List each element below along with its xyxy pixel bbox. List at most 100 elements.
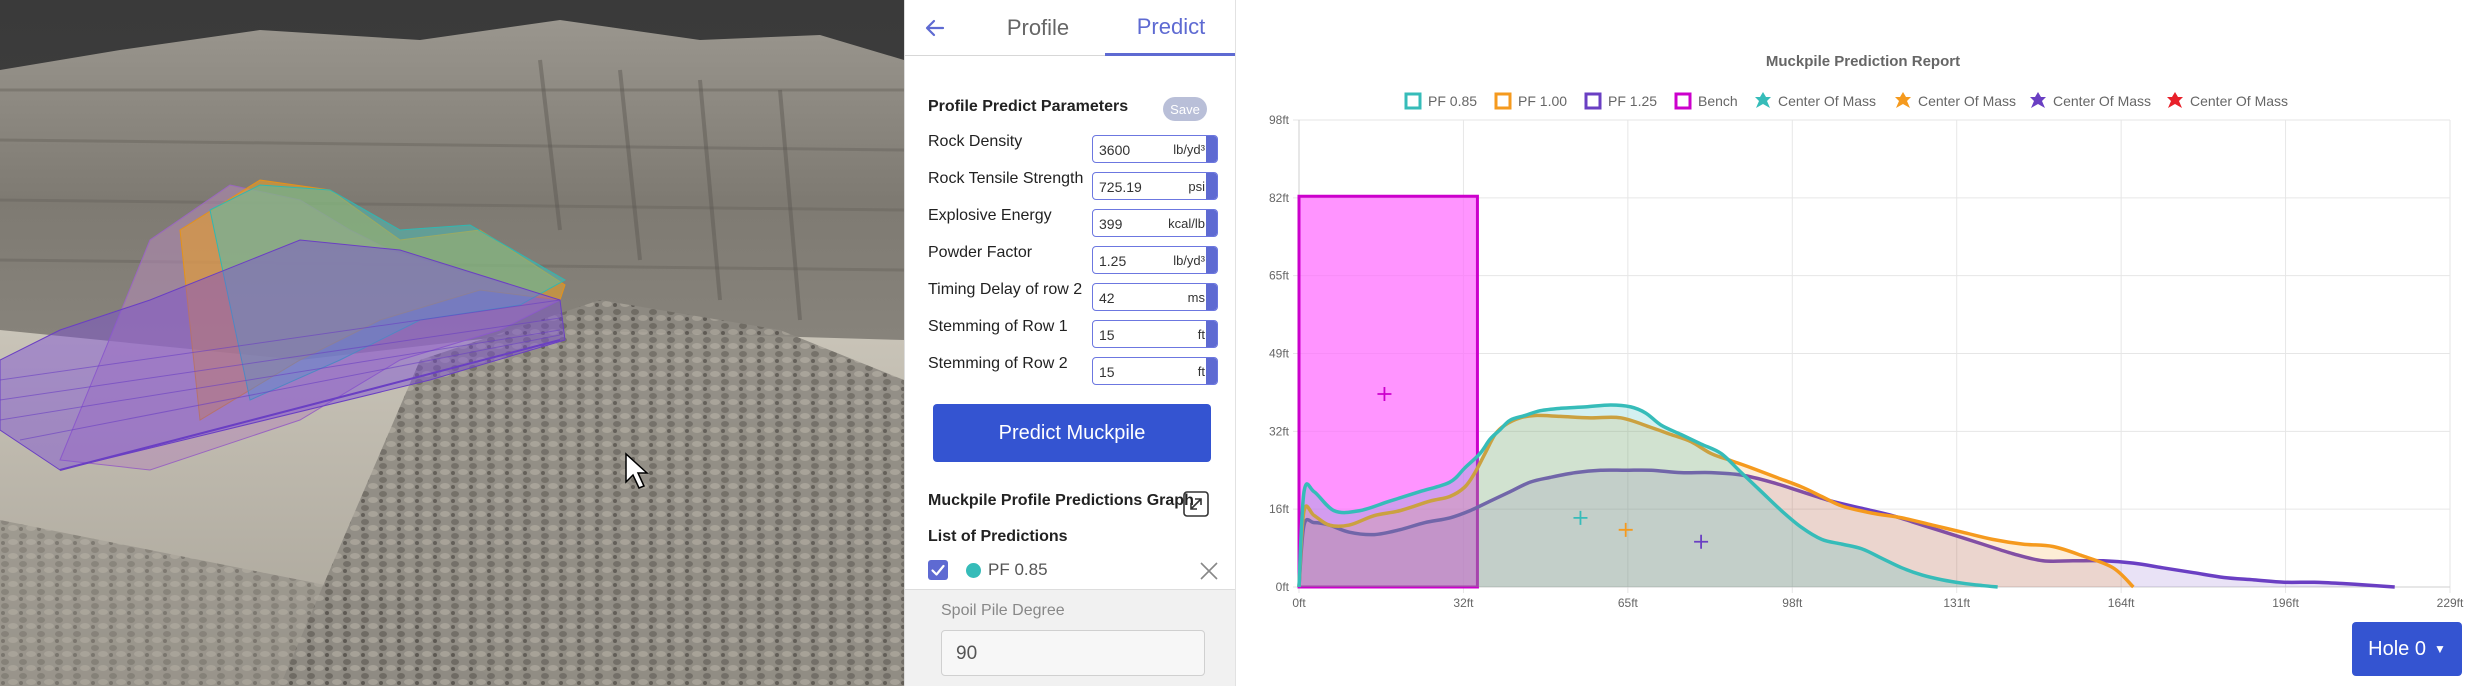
stepper-icon[interactable] <box>1206 210 1217 236</box>
stemming-row1-input[interactable]: 15 ft <box>1092 320 1218 348</box>
center-of-mass-marker <box>1694 534 1709 549</box>
back-button[interactable] <box>919 12 951 44</box>
spoil-pile-value: 90 <box>956 643 978 664</box>
3d-viewport[interactable] <box>0 0 904 686</box>
expand-icon <box>1183 491 1209 517</box>
legend-swatch <box>1404 92 1422 110</box>
list-item: PF 0.85 <box>928 558 1228 584</box>
legend-swatch <box>1494 92 1512 110</box>
stepper-icon[interactable] <box>1206 321 1217 347</box>
powder-factor-input[interactable]: 1.25 lb/yd³ <box>1092 246 1218 274</box>
center-of-mass-marker <box>1377 387 1392 402</box>
center-of-mass-marker <box>1573 510 1588 525</box>
stemming-row2-input[interactable]: 15 ft <box>1092 357 1218 385</box>
stepper-icon[interactable] <box>1206 136 1217 162</box>
params-title: Profile Predict Parameters <box>928 98 1129 115</box>
param-value: 1.25 <box>1099 253 1127 269</box>
y-tick-label: 49ft <box>1269 347 1290 361</box>
series-line-pf-1-25 <box>1297 468 2395 589</box>
param-label: Rock Density <box>928 133 1023 150</box>
arrow-left-icon <box>925 19 945 37</box>
series-area-pf-1-25 <box>1299 470 2395 587</box>
prediction-label: PF 0.85 <box>988 560 1048 579</box>
param-value: 399 <box>1099 216 1123 232</box>
param-row-explosive-energy: Explosive Energy 399 kcal/lb <box>928 207 1228 237</box>
chart-title: Muckpile Prediction Report <box>1766 53 1960 70</box>
y-tick-label: 65ft <box>1269 269 1290 283</box>
param-row-stemming-row2: Stemming of Row 2 15 ft <box>928 355 1228 385</box>
param-value: 15 <box>1099 327 1115 343</box>
x-tick-label: 131ft <box>1943 596 1970 610</box>
stepper-icon[interactable] <box>1206 173 1217 199</box>
legend-star-icon <box>2167 92 2183 108</box>
muckpile-chart: Muckpile Prediction Report PF 0.85 PF 1.0… <box>1269 53 2464 610</box>
center-of-mass-marker <box>1618 522 1633 537</box>
x-tick-label: 0ft <box>1292 596 1306 610</box>
tab-profile[interactable]: Profile <box>1006 15 1070 40</box>
param-label: Rock Tensile Strength <box>928 170 1084 187</box>
chart-panel: Muckpile Prediction Report PF 0.85 PF 1.0… <box>1236 0 2486 686</box>
tab-predict[interactable]: Predict <box>1105 0 1235 56</box>
legend-swatch <box>1584 92 1602 110</box>
param-unit: ms <box>1187 290 1205 305</box>
tensile-strength-input[interactable]: 725.19 psi <box>1092 172 1218 200</box>
predict-panel: Profile Predict Profile Predict Paramete… <box>904 0 1236 686</box>
mouse-cursor-icon <box>625 452 649 489</box>
legend-label: Center Of Mass <box>1778 93 1876 109</box>
param-label: Explosive Energy <box>928 207 1052 224</box>
prediction-checkbox[interactable] <box>928 560 948 580</box>
rock-density-input[interactable]: 3600 lb/yd³ <box>1092 135 1218 163</box>
predict-muckpile-button[interactable]: Predict Muckpile <box>933 404 1211 462</box>
caret-down-icon: ▼ <box>2433 642 2446 656</box>
x-tick-label: 196ft <box>2272 596 2299 610</box>
legend-star-icon <box>1755 92 1771 108</box>
param-label: Timing Delay of row 2 <box>928 281 1083 298</box>
legend-label: PF 1.00 <box>1518 93 1567 109</box>
hole-label: Hole 0 <box>2368 637 2426 660</box>
legend-star-icon <box>2030 92 2046 108</box>
panel-tabs: Profile Predict <box>905 0 1235 56</box>
hole-select-button[interactable]: Hole 0 ▼ <box>2352 622 2462 676</box>
param-row-powder-factor: Powder Factor 1.25 lb/yd³ <box>928 244 1228 274</box>
y-tick-label: 0ft <box>1276 580 1290 594</box>
save-button[interactable]: Save <box>1163 97 1207 121</box>
stepper-icon[interactable] <box>1206 247 1217 273</box>
legend-label: Center Of Mass <box>2190 93 2288 109</box>
param-row-tensile-strength: Rock Tensile Strength 725.19 psi <box>928 170 1228 200</box>
y-tick-label: 16ft <box>1269 502 1290 516</box>
legend-label: Bench <box>1698 93 1738 109</box>
legend-star-icon <box>1895 92 1911 108</box>
param-label: Stemming of Row 1 <box>928 318 1068 335</box>
stepper-icon[interactable] <box>1206 284 1217 310</box>
close-icon <box>1200 562 1218 580</box>
point-cloud-scene <box>0 0 904 686</box>
spoil-pile-degree-input[interactable]: 90 <box>941 630 1205 676</box>
y-axis-ticks: 0ft 16ft 32ft 49ft 65ft 82ft 98ft <box>1269 113 1290 594</box>
remove-prediction-button[interactable] <box>1198 560 1220 582</box>
x-tick-label: 65ft <box>1618 596 1639 610</box>
checkmark-icon <box>931 564 945 576</box>
param-unit: kcal/lb <box>1168 216 1205 231</box>
spoil-pile-label: Spoil Pile Degree <box>941 602 1065 619</box>
prediction-color-dot <box>966 563 981 578</box>
y-tick-label: 32ft <box>1269 424 1290 438</box>
legend-swatch <box>1674 92 1692 110</box>
expand-graph-button[interactable] <box>1182 490 1210 518</box>
stepper-icon[interactable] <box>1206 358 1217 384</box>
series-line-pf-0-85 <box>1297 403 1998 589</box>
param-row-timing-delay: Timing Delay of row 2 42 ms <box>928 281 1228 311</box>
predictions-list-title: List of Predictions <box>928 528 1068 545</box>
chart-legend: PF 0.85 PF 1.00 PF 1.25 Bench Center Of Mass… <box>1404 92 2288 110</box>
x-tick-label: 164ft <box>2108 596 2135 610</box>
param-unit: ft <box>1197 364 1205 379</box>
explosive-energy-input[interactable]: 399 kcal/lb <box>1092 209 1218 237</box>
x-tick-label: 98ft <box>1782 596 1803 610</box>
param-unit: lb/yd³ <box>1173 253 1205 268</box>
timing-delay-input[interactable]: 42 ms <box>1092 283 1218 311</box>
legend-label: PF 0.85 <box>1428 93 1477 109</box>
legend-label: Center Of Mass <box>1918 93 2016 109</box>
series-line-pf-1-00 <box>1297 413 2135 589</box>
param-row-stemming-row1: Stemming of Row 1 15 ft <box>928 318 1228 348</box>
legend-label: Center Of Mass <box>2053 93 2151 109</box>
